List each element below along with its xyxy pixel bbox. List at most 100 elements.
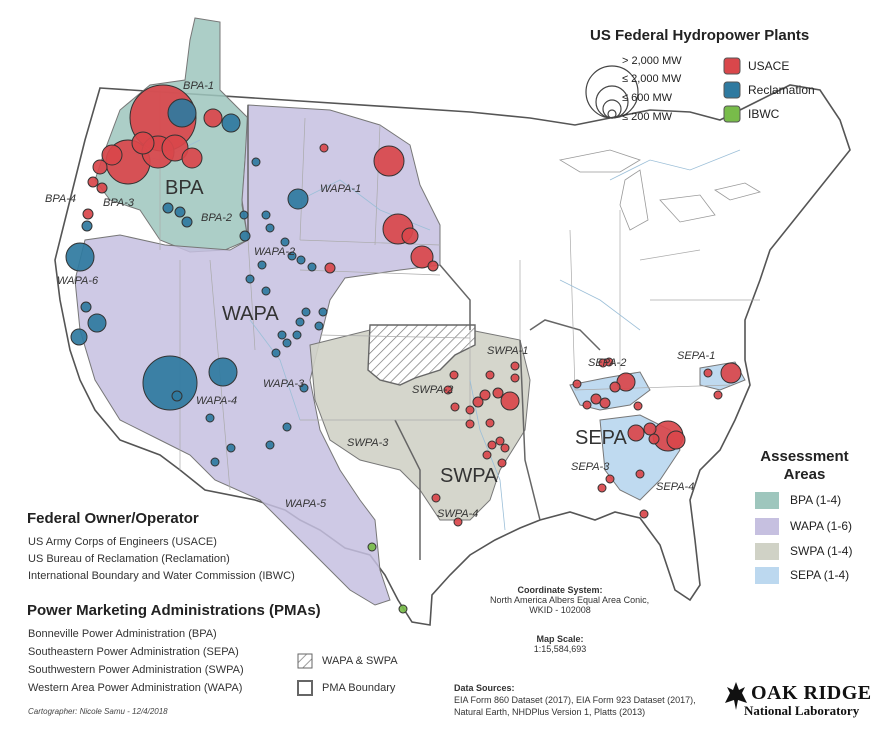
reclamation-plant-marker	[307, 262, 317, 272]
pma-item-1: Bonneville Power Administration (BPA)	[28, 628, 217, 640]
reclamation-plant-marker	[171, 390, 183, 402]
reclamation-plant-marker	[70, 328, 88, 346]
usace-plant-marker	[181, 147, 203, 169]
bpa-area-label: BPA (1-4)	[790, 493, 842, 507]
usace-plant-marker	[720, 362, 742, 384]
usace-plant-marker	[510, 373, 520, 383]
region-label-wapa: WAPA	[222, 303, 279, 325]
subregion-wapa-4: WAPA-4	[196, 395, 238, 407]
usace-plant-marker	[449, 370, 459, 380]
usace-plant-marker	[487, 440, 497, 450]
reclamation-plant-marker	[239, 210, 249, 220]
reclamation-plant-marker	[295, 317, 305, 327]
reclamation-plant-marker	[208, 357, 238, 387]
sepa-area-swatch	[755, 567, 779, 584]
reclamation-plant-marker	[280, 237, 290, 247]
reclamation-plant-marker	[210, 457, 220, 467]
pmas-title: Power Marketing Administrations (PMAs)	[27, 602, 321, 619]
usace-plant-marker	[465, 419, 475, 429]
usace-plant-marker	[482, 450, 492, 460]
reclamation-plant-marker	[174, 206, 186, 218]
reclamation-plant-marker	[257, 260, 267, 270]
reclamation-plant-marker	[296, 255, 306, 265]
reclamation-plant-marker	[65, 242, 95, 272]
usace-plant-marker	[96, 182, 108, 194]
reclamation-plant-marker	[301, 307, 311, 317]
usace-plant-marker	[495, 436, 505, 446]
pma-item-4: Western Area Power Administration (WAPA)	[28, 682, 243, 694]
reclamation-plant-marker	[314, 321, 324, 331]
subregion-bpa-4: BPA-4	[45, 193, 76, 205]
usace-label: USACE	[748, 59, 790, 73]
ibwc-plant-marker	[398, 604, 408, 614]
map-scale: Map Scale: 1:15,584,693	[520, 634, 600, 654]
size-label-3: ≤ 600 MW	[622, 92, 673, 104]
pma-boundary	[247, 105, 601, 560]
size-legend-circles	[585, 65, 639, 119]
reclamation-plant-marker	[282, 338, 292, 348]
reclamation-plant-marker	[142, 355, 198, 411]
reclamation-plant-marker	[265, 223, 275, 233]
reclamation-plant-marker	[239, 230, 251, 242]
usace-plant-marker	[666, 430, 686, 450]
usace-plant-marker	[633, 401, 643, 411]
federal-owner-title: Federal Owner/Operator	[27, 510, 199, 527]
subregion-swpa-2: SWPA-2	[412, 384, 454, 396]
subregion-wapa-5: WAPA-5	[285, 498, 327, 510]
usace-plant-marker	[599, 397, 611, 409]
assessment-areas-title: Assessment Areas	[757, 448, 852, 484]
size-label-4: ≤ 200 MW	[622, 111, 673, 123]
subregion-wapa-6: WAPA-6	[57, 275, 99, 287]
map-scale-value: 1:15,584,693	[533, 644, 587, 654]
reclamation-label: Reclamation	[748, 83, 815, 97]
usace-plant-marker	[609, 381, 621, 393]
usace-plant-marker	[324, 262, 336, 274]
data-sources: Data Sources: EIA Form 860 Dataset (2017…	[454, 682, 696, 718]
usace-plant-marker	[101, 144, 123, 166]
swpa-area-label: SWPA (1-4)	[790, 544, 853, 558]
reclamation-plant-marker	[287, 188, 309, 210]
coordinate-system-line2: WKID - 102008	[529, 605, 591, 615]
usace-plant-marker	[450, 402, 460, 412]
usace-plant-marker	[598, 358, 608, 368]
usace-plant-marker	[319, 143, 329, 153]
usace-plant-marker	[161, 134, 189, 162]
reclamation-plant-marker	[277, 330, 287, 340]
wapa-area-label: WAPA (1-6)	[790, 519, 853, 533]
usace-plant-marker	[572, 379, 582, 389]
usace-plant-marker	[500, 443, 510, 453]
usace-plant-marker	[485, 370, 495, 380]
map-title: US Federal Hydropower Plants	[590, 27, 810, 44]
coordinate-system-line1: North America Albers Equal Area Conic,	[490, 595, 650, 605]
usace-plant-marker	[401, 227, 419, 245]
region-label-bpa: BPA	[165, 177, 204, 199]
reclamation-plant-marker	[282, 422, 292, 432]
usace-swatch	[723, 57, 741, 75]
data-sources-line1: EIA Form 860 Dataset (2017), EIA Form 92…	[454, 695, 696, 705]
great-lakes	[558, 149, 762, 231]
reclamation-plant-marker	[251, 157, 261, 167]
subregion-bpa-1: BPA-1	[183, 80, 214, 92]
logo-subtitle: National Laboratory	[744, 703, 860, 718]
data-sources-title: Data Sources:	[454, 683, 515, 693]
usace-plant-marker	[582, 400, 592, 410]
subregion-bpa-2: BPA-2	[201, 212, 232, 224]
usace-plant-marker	[82, 208, 94, 220]
reclamation-plant-marker	[80, 301, 92, 313]
federal-owner-item-2: US Bureau of Reclamation (Reclamation)	[28, 553, 230, 565]
subregion-swpa-4: SWPA-4	[437, 508, 479, 520]
reclamation-plant-marker	[167, 98, 197, 128]
usace-plant-marker	[605, 474, 615, 484]
region-label-sepa: SEPA	[575, 427, 627, 449]
overlap-legend-label: WAPA & SWPA	[322, 655, 398, 667]
usace-plant-marker	[713, 390, 723, 400]
boundary-legend-label: PMA Boundary	[322, 682, 396, 694]
wapa-swpa-overlap	[367, 324, 476, 386]
ibwc-label: IBWC	[748, 107, 780, 121]
wapa-area-swatch	[755, 518, 779, 535]
reclamation-plant-marker	[221, 113, 241, 133]
pma-item-2: Southeastern Power Administration (SEPA)	[28, 646, 239, 658]
ibwc-plant-marker	[367, 542, 377, 552]
reclamation-swatch	[723, 81, 741, 99]
reclamation-plant-marker	[205, 413, 215, 423]
